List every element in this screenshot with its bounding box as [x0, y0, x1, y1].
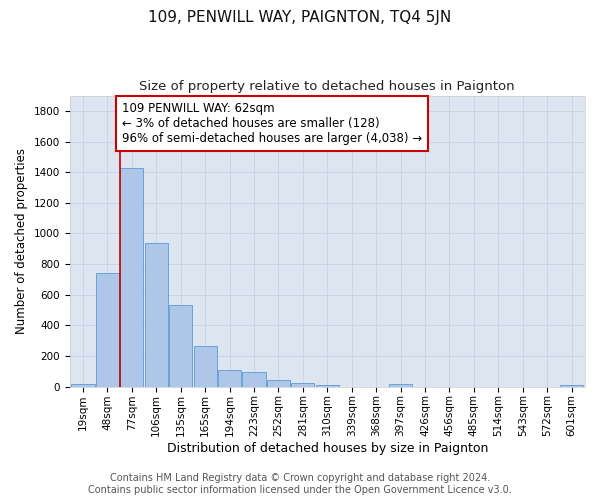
- Bar: [71, 384, 95, 386]
- Bar: [267, 380, 290, 386]
- Bar: [242, 372, 266, 386]
- Bar: [169, 306, 192, 386]
- X-axis label: Distribution of detached houses by size in Paignton: Distribution of detached houses by size …: [167, 442, 488, 455]
- Bar: [560, 384, 583, 386]
- Bar: [194, 346, 217, 387]
- Bar: [120, 168, 143, 386]
- Bar: [389, 384, 412, 386]
- Bar: [96, 272, 119, 386]
- Bar: [291, 383, 314, 386]
- Title: Size of property relative to detached houses in Paignton: Size of property relative to detached ho…: [139, 80, 515, 93]
- Text: 109, PENWILL WAY, PAIGNTON, TQ4 5JN: 109, PENWILL WAY, PAIGNTON, TQ4 5JN: [148, 10, 452, 25]
- Bar: [218, 370, 241, 386]
- Text: 109 PENWILL WAY: 62sqm
← 3% of detached houses are smaller (128)
96% of semi-det: 109 PENWILL WAY: 62sqm ← 3% of detached …: [122, 102, 422, 144]
- Bar: [145, 242, 168, 386]
- Bar: [316, 384, 339, 386]
- Y-axis label: Number of detached properties: Number of detached properties: [15, 148, 28, 334]
- Text: Contains HM Land Registry data © Crown copyright and database right 2024.
Contai: Contains HM Land Registry data © Crown c…: [88, 474, 512, 495]
